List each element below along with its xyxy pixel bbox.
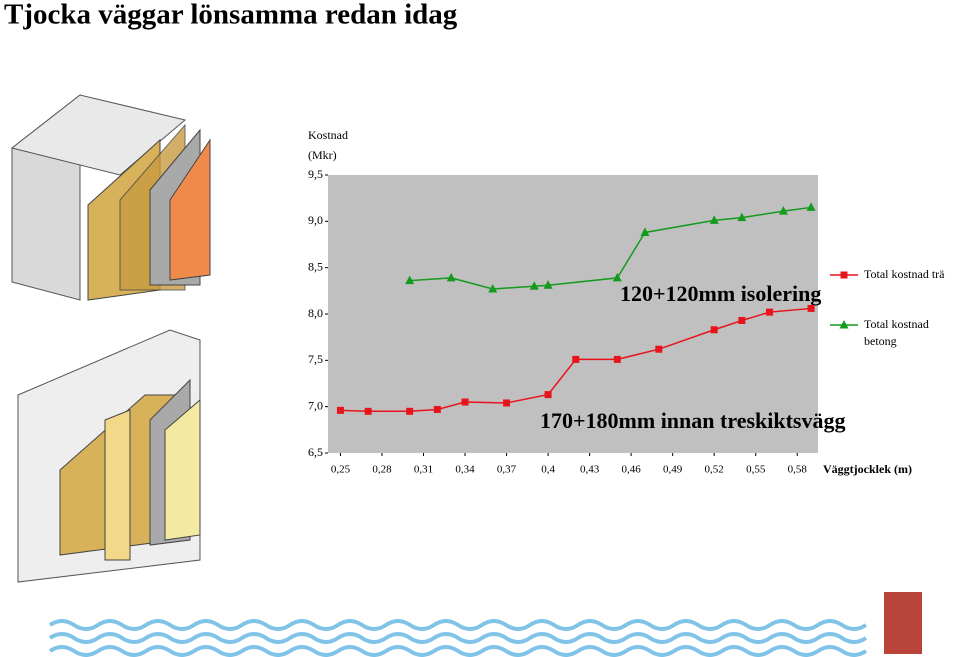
x-tick-label: 0,52 bbox=[705, 464, 724, 476]
marker bbox=[807, 304, 815, 312]
x-tick-label: 0,43 bbox=[580, 464, 600, 476]
marker bbox=[778, 206, 788, 215]
marker bbox=[612, 272, 622, 282]
wave-decoration bbox=[48, 619, 868, 657]
marker bbox=[655, 345, 663, 353]
marker bbox=[503, 399, 511, 407]
x-tick-label: 0,28 bbox=[372, 464, 392, 476]
x-axis-label: Väggtjocklek (m) bbox=[823, 462, 912, 476]
x-tick-label: 0,55 bbox=[746, 464, 766, 476]
marker bbox=[806, 202, 816, 211]
x-tick-label: 0,4 bbox=[541, 464, 555, 476]
x-tick-label: 0,25 bbox=[331, 464, 351, 476]
marker bbox=[544, 391, 552, 399]
x-tick-label: 0,58 bbox=[788, 464, 808, 476]
marker bbox=[738, 316, 746, 324]
marker bbox=[710, 326, 718, 334]
y-tick-label: 9,0 bbox=[308, 213, 323, 227]
x-tick-label: 0,37 bbox=[497, 464, 517, 476]
marker bbox=[405, 275, 415, 285]
marker bbox=[572, 355, 580, 363]
marker bbox=[406, 407, 414, 415]
marker bbox=[529, 281, 539, 290]
annotation: 120+120mm isolering bbox=[620, 281, 821, 306]
marker bbox=[446, 272, 456, 282]
marker bbox=[364, 407, 372, 415]
marker bbox=[709, 215, 719, 224]
y-tick-label: 6,5 bbox=[308, 445, 323, 459]
logo bbox=[884, 592, 922, 654]
marker bbox=[543, 280, 553, 289]
marker bbox=[766, 308, 774, 316]
legend-marker bbox=[839, 320, 849, 329]
marker bbox=[461, 398, 469, 406]
marker bbox=[737, 212, 747, 222]
legend-label: Total kostnad trä bbox=[864, 267, 945, 281]
y-axis-label: Kostnad (Mkr) bbox=[308, 128, 348, 162]
x-tick-label: 0,46 bbox=[622, 464, 642, 476]
legend-marker bbox=[840, 271, 848, 279]
slide-title: Tjocka väggar lönsamma redan idag bbox=[4, 0, 458, 31]
annotation: 170+180mm innan treskiktsvägg bbox=[540, 408, 846, 433]
marker bbox=[488, 283, 498, 293]
y-tick-label: 8,5 bbox=[308, 259, 323, 273]
x-tick-label: 0,34 bbox=[455, 464, 475, 476]
y-tick-label: 8,0 bbox=[308, 306, 323, 320]
x-tick-label: 0,49 bbox=[663, 464, 683, 476]
x-tick-label: 0,31 bbox=[414, 464, 433, 476]
legend-label: Total kostnad betong bbox=[864, 317, 929, 348]
plot-area bbox=[328, 175, 818, 453]
marker bbox=[433, 405, 441, 413]
marker bbox=[613, 355, 621, 363]
y-tick-label: 7,5 bbox=[308, 352, 323, 366]
y-tick-label: 7,0 bbox=[308, 398, 323, 412]
marker bbox=[336, 406, 344, 414]
wall-illustration bbox=[10, 93, 211, 583]
marker bbox=[640, 227, 650, 236]
y-tick-label: 9,5 bbox=[308, 167, 323, 181]
series-line bbox=[340, 307, 812, 413]
